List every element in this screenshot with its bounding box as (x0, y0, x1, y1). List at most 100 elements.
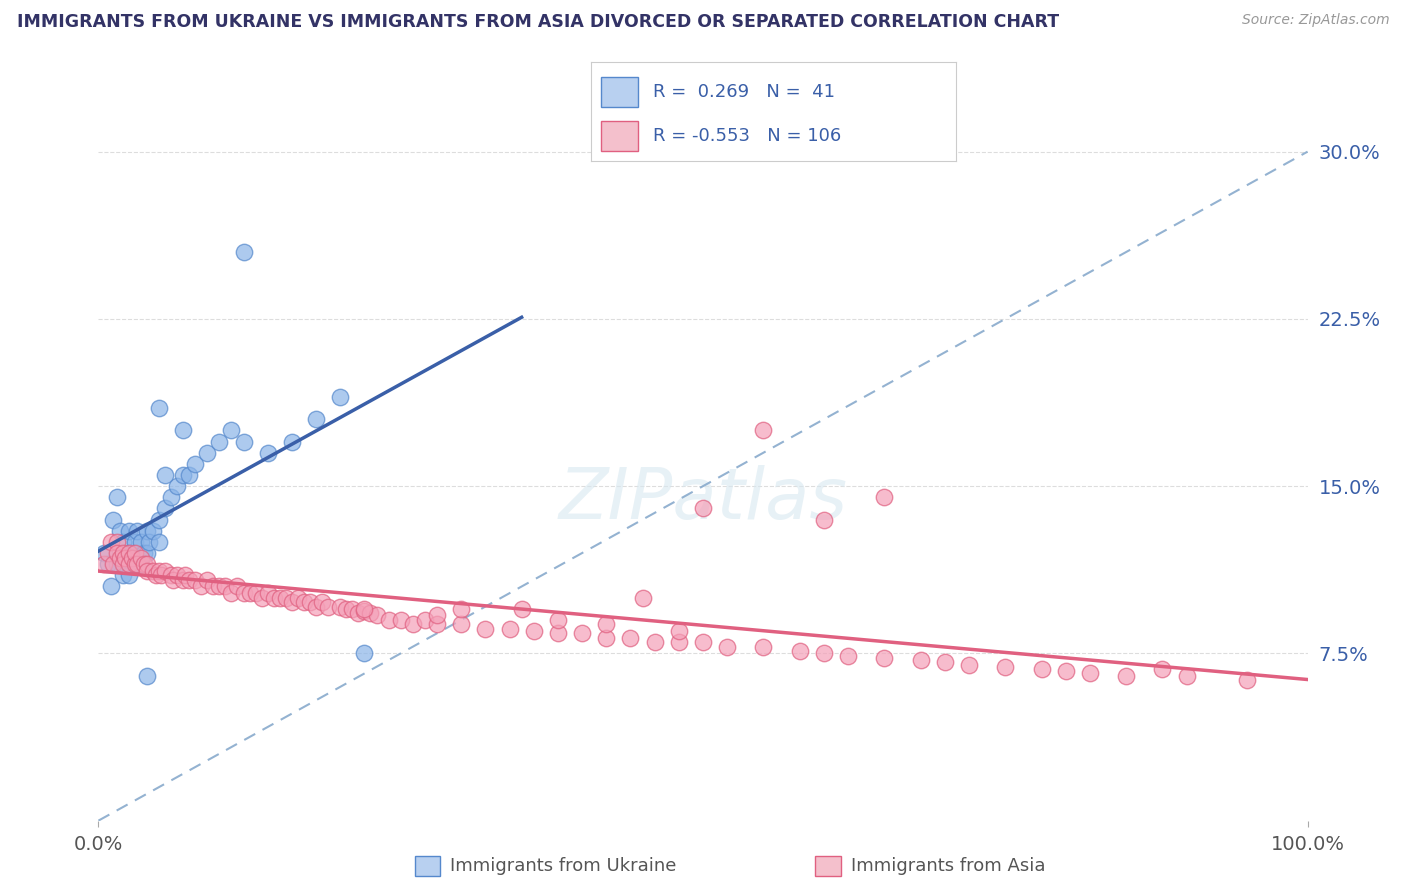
Point (153, 564, 176, 578)
Point (281, 434, 304, 449)
Point (287, 591, 309, 605)
Point (127, 557, 149, 572)
Point (134, 546, 156, 560)
Point (631, 591, 654, 605)
Point (668, 635, 690, 649)
Point (111, 546, 134, 560)
Point (148, 401, 170, 416)
Point (299, 595, 322, 609)
Point (281, 595, 304, 609)
Point (668, 624, 690, 639)
Point (263, 591, 285, 605)
Point (256, 586, 278, 600)
Point (118, 524, 141, 538)
Point (145, 568, 167, 582)
Point (184, 573, 207, 587)
Text: IMMIGRANTS FROM UKRAINE VS IMMIGRANTS FROM ASIA DIVORCED OR SEPARATED CORRELATIO: IMMIGRANTS FROM UKRAINE VS IMMIGRANTS FR… (17, 13, 1059, 31)
Point (232, 434, 254, 449)
Point (153, 468, 176, 483)
Point (135, 557, 157, 572)
Point (692, 501, 714, 516)
Point (1236, 673, 1258, 688)
Point (292, 595, 315, 609)
Point (245, 586, 267, 600)
Point (873, 491, 896, 505)
Point (752, 640, 775, 654)
Point (121, 550, 143, 565)
Point (305, 412, 328, 426)
Point (105, 557, 128, 572)
Point (100, 535, 122, 549)
Point (142, 524, 165, 538)
Point (148, 564, 170, 578)
Point (353, 604, 375, 618)
Text: Immigrants from Asia: Immigrants from Asia (851, 857, 1045, 875)
Point (305, 599, 328, 614)
Point (250, 591, 273, 605)
Point (129, 535, 152, 549)
Point (311, 595, 333, 609)
Point (127, 524, 149, 538)
Point (148, 535, 170, 549)
Point (474, 622, 496, 636)
Point (644, 635, 666, 649)
Point (716, 640, 738, 654)
Point (108, 524, 131, 538)
Point (208, 580, 231, 594)
Point (402, 617, 425, 632)
Point (97, 546, 120, 560)
Bar (602, 121, 638, 151)
Point (179, 468, 201, 483)
Point (135, 546, 157, 560)
Text: ZIPatlas: ZIPatlas (558, 465, 848, 534)
Point (124, 535, 146, 549)
Point (174, 568, 197, 582)
Point (93, 557, 115, 572)
Point (166, 479, 188, 493)
Point (172, 468, 194, 483)
Point (1078, 666, 1101, 681)
Point (138, 535, 160, 549)
Point (269, 591, 291, 605)
Point (813, 512, 835, 526)
Point (329, 390, 352, 404)
Point (101, 557, 124, 572)
Point (498, 622, 520, 636)
Text: R =  0.269   N =  41: R = 0.269 N = 41 (652, 83, 835, 101)
Point (135, 669, 157, 683)
Point (426, 608, 449, 623)
Point (105, 535, 128, 549)
Point (124, 557, 146, 572)
Point (347, 607, 370, 621)
Point (111, 568, 134, 582)
Point (121, 546, 143, 560)
Point (994, 660, 1017, 674)
Point (873, 651, 896, 665)
Point (135, 524, 157, 538)
Point (232, 586, 254, 600)
Point (837, 648, 859, 663)
Point (547, 626, 569, 640)
Point (226, 580, 249, 594)
Point (342, 602, 364, 616)
Point (366, 608, 388, 623)
Point (195, 446, 218, 460)
Point (377, 613, 399, 627)
Point (114, 557, 136, 572)
Text: Source: ZipAtlas.com: Source: ZipAtlas.com (1241, 13, 1389, 28)
Point (547, 613, 569, 627)
Point (619, 631, 641, 645)
Text: Immigrants from Ukraine: Immigrants from Ukraine (450, 857, 676, 875)
Point (957, 657, 980, 672)
Point (1115, 669, 1137, 683)
Point (184, 457, 207, 471)
Point (108, 550, 131, 565)
Point (162, 573, 184, 587)
Point (595, 631, 617, 645)
Point (124, 557, 146, 572)
Point (360, 607, 382, 621)
Point (160, 491, 183, 505)
Point (134, 557, 156, 572)
Point (335, 602, 357, 616)
Point (93, 546, 115, 560)
